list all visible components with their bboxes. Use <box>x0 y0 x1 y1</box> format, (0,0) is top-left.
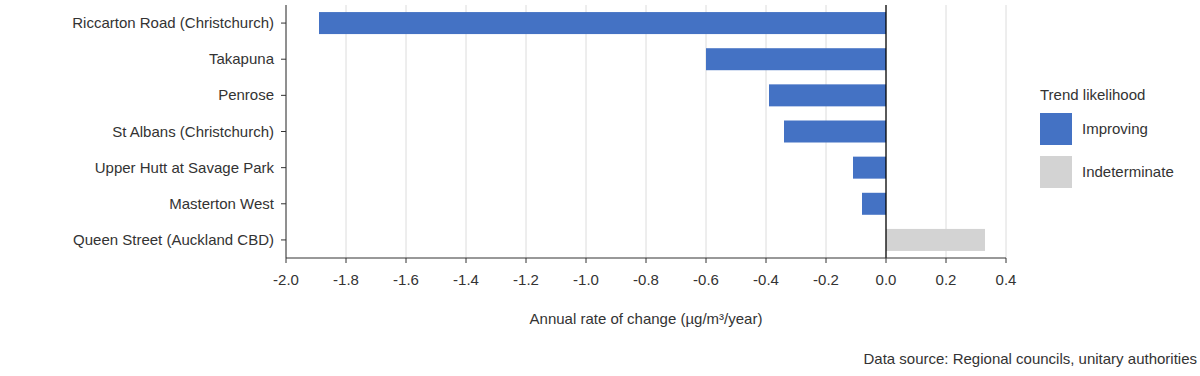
tick-mark <box>526 258 527 263</box>
grid-line <box>1006 5 1007 258</box>
bar <box>769 84 886 106</box>
grid <box>286 5 1006 258</box>
tick-mark <box>766 258 767 263</box>
tick-label: -1.4 <box>453 271 479 288</box>
tick-mark <box>706 258 707 263</box>
tick-label: -0.6 <box>693 271 719 288</box>
tick-label: -0.8 <box>633 271 659 288</box>
category-tick <box>281 167 286 168</box>
chart: -2.0 -1.8 -1.6 -1.4 -1.2 -1.0 -0.8 -0.6 -0.4 -0.2… <box>0 0 1200 376</box>
category-label: Riccarton Road (Christchurch) <box>72 14 274 31</box>
source: Data source: Regional councils, unitary … <box>863 350 1197 367</box>
grid-line <box>706 5 707 258</box>
x-axis <box>286 258 1006 259</box>
category-label: Takapuna <box>209 50 275 67</box>
category-tick <box>281 239 286 240</box>
tick-label: -1.8 <box>333 271 359 288</box>
tick-mark <box>346 258 347 263</box>
category-tick <box>281 23 286 24</box>
category-tick <box>281 59 286 60</box>
legend-label: Indeterminate <box>1082 163 1174 180</box>
category-label: Queen Street (Auckland CBD) <box>73 231 274 248</box>
category-tick <box>281 95 286 96</box>
legend-swatch <box>1040 113 1072 145</box>
grid-line <box>646 5 647 258</box>
bar <box>706 48 886 70</box>
grid-line <box>526 5 527 258</box>
tick-mark <box>286 258 287 263</box>
category-label: Upper Hutt at Savage Park <box>95 159 275 176</box>
tick-label: -0.4 <box>753 271 779 288</box>
bar <box>319 12 886 34</box>
tick-mark <box>886 258 887 263</box>
category-tick <box>281 131 286 132</box>
category-label: Penrose <box>218 86 274 103</box>
tick-label: 0.4 <box>996 271 1017 288</box>
tick-mark <box>586 258 587 263</box>
x-axis-label: Annual rate of change (µg/m³/year) <box>530 310 763 327</box>
tick-mark <box>1006 258 1007 263</box>
category-label: Masterton West <box>169 195 275 212</box>
legend-label: Improving <box>1082 120 1148 137</box>
grid-line <box>586 5 587 258</box>
tick-label: 0.0 <box>876 271 897 288</box>
tick-label: -0.2 <box>813 271 839 288</box>
tick-mark <box>946 258 947 263</box>
tick-label: -1.2 <box>513 271 539 288</box>
tick-label: -1.0 <box>573 271 599 288</box>
tick-mark <box>826 258 827 263</box>
category-tick <box>281 203 286 204</box>
bar <box>886 229 985 251</box>
tick-mark <box>646 258 647 263</box>
bar <box>862 193 886 215</box>
legend-swatch <box>1040 156 1072 188</box>
grid-line <box>946 5 947 258</box>
bar <box>853 157 886 179</box>
category-label: St Albans (Christchurch) <box>112 123 274 140</box>
grid-line <box>346 5 347 258</box>
tick-mark <box>466 258 467 263</box>
tick-mark <box>406 258 407 263</box>
bars <box>319 12 985 251</box>
grid-line <box>766 5 767 258</box>
tick-label: -2.0 <box>273 271 299 288</box>
tick-label: -1.6 <box>393 271 419 288</box>
grid-line <box>406 5 407 258</box>
legend-title: Trend likelihood <box>1040 86 1145 103</box>
zero-line <box>885 5 886 258</box>
tick-label: 0.2 <box>936 271 957 288</box>
bar <box>784 121 886 143</box>
grid-line <box>466 5 467 258</box>
